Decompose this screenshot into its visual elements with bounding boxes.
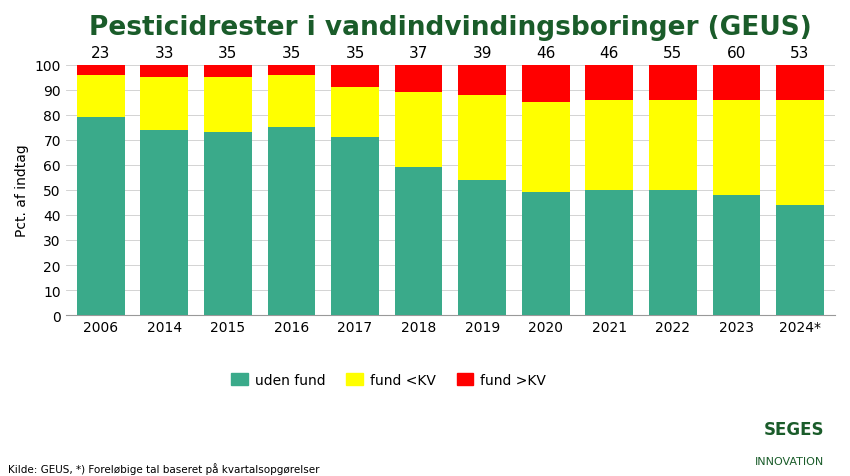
Bar [332, 88, 379, 138]
Bar [712, 100, 760, 196]
Text: INNOVATION: INNOVATION [756, 456, 824, 466]
Text: SEGES: SEGES [764, 420, 824, 438]
Bar [522, 65, 570, 103]
Bar [458, 180, 506, 316]
Bar [649, 65, 697, 100]
Text: 39: 39 [473, 45, 492, 60]
Bar [776, 206, 824, 316]
Bar [76, 65, 125, 75]
Bar [268, 65, 315, 75]
Bar [394, 168, 443, 316]
Bar [332, 65, 379, 88]
Bar [586, 190, 633, 316]
Text: 60: 60 [727, 45, 746, 60]
Bar [649, 100, 697, 190]
Bar [140, 130, 188, 316]
Bar [586, 100, 633, 190]
Bar [204, 133, 252, 316]
Bar [140, 65, 188, 78]
Text: 35: 35 [282, 45, 301, 60]
Text: 35: 35 [218, 45, 238, 60]
Legend: uden fund, fund <KV, fund >KV: uden fund, fund <KV, fund >KV [226, 367, 552, 393]
Bar [394, 93, 443, 168]
Bar [649, 190, 697, 316]
Text: 35: 35 [345, 45, 365, 60]
Bar [586, 65, 633, 100]
Bar [268, 128, 315, 316]
Text: 46: 46 [599, 45, 619, 60]
Bar [522, 103, 570, 193]
Bar [712, 65, 760, 100]
Bar [394, 65, 443, 93]
Bar [712, 196, 760, 316]
Text: 46: 46 [536, 45, 555, 60]
Text: Kilde: GEUS, *) Foreløbige tal baseret på kvartalsopgørelser: Kilde: GEUS, *) Foreløbige tal baseret p… [8, 462, 320, 474]
Bar [76, 75, 125, 118]
Text: 55: 55 [663, 45, 683, 60]
Bar [76, 118, 125, 316]
Text: 53: 53 [790, 45, 810, 60]
Bar [204, 78, 252, 133]
Bar [268, 75, 315, 128]
Bar [332, 138, 379, 316]
Bar [776, 100, 824, 206]
Bar [140, 78, 188, 130]
Bar [204, 65, 252, 78]
Y-axis label: Pct. af indtag: Pct. af indtag [15, 144, 29, 237]
Text: 33: 33 [155, 45, 174, 60]
Bar [458, 95, 506, 180]
Bar [522, 193, 570, 316]
Text: 23: 23 [91, 45, 110, 60]
Bar [776, 65, 824, 100]
Title: Pesticidrester i vandindvindingsboringer (GEUS): Pesticidrester i vandindvindingsboringer… [89, 15, 812, 41]
Bar [458, 65, 506, 95]
Text: 37: 37 [409, 45, 428, 60]
